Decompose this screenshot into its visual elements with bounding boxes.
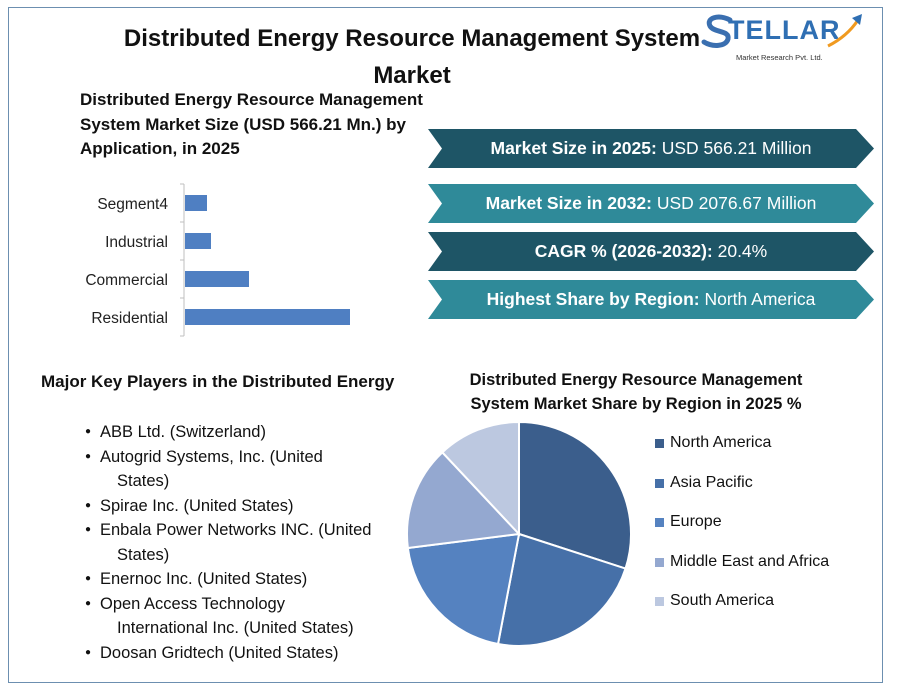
key-players-list: ● ABB Ltd. (Switzerland) ● Autogrid Systems…	[80, 420, 390, 665]
page-title: Distributed Energy Resource Management S…	[123, 25, 701, 89]
legend-item: Middle East and Africa	[655, 552, 829, 592]
pie-chart-title: Distributed Energy Resource Management S…	[469, 371, 803, 413]
pie-slice-south-america	[440, 420, 520, 537]
legend-label: North America	[670, 434, 772, 451]
pie-slice-europe	[406, 532, 521, 646]
legend-label: Middle East and Africa	[670, 552, 830, 570]
svg-text:TELLAR: TELLAR	[728, 15, 840, 45]
pie-slice-north-america	[518, 420, 633, 570]
metric-label: Market Size in 2025:	[490, 138, 657, 158]
key-player-name: Doosan Gridtech (United States)	[100, 643, 339, 662]
bullet-icon: ●	[85, 573, 92, 584]
svg-text:Market Research Pvt. Ltd.: Market Research Pvt. Ltd.	[736, 53, 823, 62]
legend-swatch	[655, 597, 664, 606]
pie-slice-asia-pacific	[496, 532, 627, 647]
legend-swatch	[655, 518, 664, 527]
key-player-name: Open Access Technology	[100, 594, 285, 613]
bar-category-label: Segment4	[97, 196, 168, 213]
bar-commercial	[185, 271, 249, 287]
legend-item: Asia Pacific	[655, 473, 829, 513]
key-player-name: Enernoc Inc. (United States)	[100, 570, 308, 588]
bar-industrial	[185, 233, 211, 249]
legend-item: South America	[655, 591, 829, 631]
legend-label: Asia Pacific	[670, 473, 753, 491]
metric-value: USD 566.21 Million	[661, 138, 812, 158]
metric-value: USD 2076.67 Million	[656, 193, 817, 213]
key-player-name: Enbala Power Networks INC. (United	[100, 521, 372, 539]
key-player-name: International Inc. (United States)	[117, 619, 354, 637]
bullet-icon: ●	[85, 646, 92, 658]
key-player-item: ● ABB Ltd. (Switzerland)	[80, 420, 390, 445]
key-player-name: States)	[117, 545, 170, 564]
bullet-icon: ●	[85, 450, 92, 462]
metric-label: CAGR % (2026-2032):	[534, 241, 713, 261]
legend-item: North America	[655, 433, 829, 473]
metric-banner: Market Size in 2032: USD 2076.67 Million	[428, 184, 874, 223]
key-player-item: ● Open Access Technology International Inc…	[80, 592, 390, 641]
key-players-title: Major Key Players in the Distributed Ene…	[41, 372, 395, 391]
bar-segment4	[185, 195, 207, 211]
metric-banner: Market Size in 2025: USD 566.21 Million	[428, 129, 874, 168]
key-player-item: ● Autogrid Systems, Inc. (United States)	[80, 445, 390, 494]
bullet-icon: ●	[85, 426, 92, 437]
key-player-item: ● Enernoc Inc. (United States)	[80, 567, 390, 592]
pie-slice-middle-east-and-africa	[406, 450, 522, 550]
bar-category-label: Residential	[91, 310, 168, 327]
metric-value: North America	[704, 289, 816, 309]
stellar-logo: TELLAR Market Research Pvt. Ltd.	[700, 6, 875, 68]
page-border	[8, 7, 883, 683]
key-player-item: ● Spirae Inc. (United States)	[80, 494, 390, 519]
bar-category-label: Industrial	[105, 234, 168, 251]
key-player-name: States)	[117, 472, 170, 490]
key-player-name: ABB Ltd. (Switzerland)	[100, 423, 266, 441]
key-player-item: ● Doosan Gridtech (United States)	[80, 641, 390, 666]
key-player-item: ● Enbala Power Networks INC. (United State…	[80, 518, 390, 567]
legend-swatch	[655, 439, 664, 448]
key-player-name: Autogrid Systems, Inc. (United	[100, 447, 323, 466]
legend-item: Europe	[655, 512, 829, 552]
metric-banner: CAGR % (2026-2032): 20.4%	[428, 232, 874, 271]
metric-label: Market Size in 2032:	[485, 193, 652, 213]
metric-value: 20.4%	[717, 241, 768, 261]
metric-banner: Highest Share by Region: North America	[428, 280, 874, 319]
legend-label: Europe	[670, 513, 722, 530]
key-player-name: Spirae Inc. (United States)	[100, 496, 294, 515]
legend-label: South America	[670, 592, 775, 609]
legend-swatch	[655, 557, 664, 567]
pie-legend: North America Asia Pacific Europe Middle Ea…	[655, 433, 829, 631]
bullet-icon: ●	[85, 499, 92, 511]
legend-swatch	[655, 478, 664, 488]
bar-chart-title: Distributed Energy Resource Management S…	[80, 90, 423, 158]
bullet-icon: ●	[85, 524, 92, 535]
bullet-icon: ●	[85, 597, 92, 609]
bar-category-label: Commercial	[85, 272, 168, 289]
bar-residential	[185, 309, 350, 325]
metric-label: Highest Share by Region:	[486, 289, 700, 309]
